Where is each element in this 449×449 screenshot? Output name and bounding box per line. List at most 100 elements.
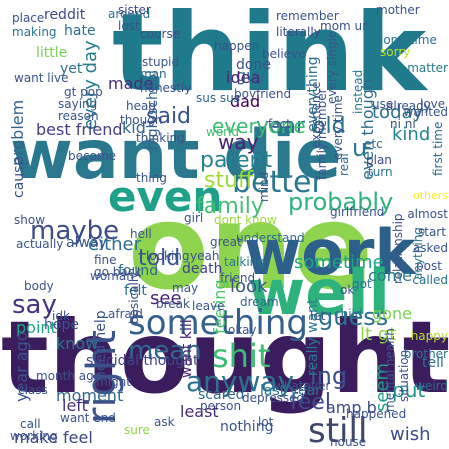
word-reddit: reddit xyxy=(44,7,86,23)
word-found: found xyxy=(118,263,159,279)
word-fact: fact xyxy=(268,117,291,131)
word-afraid: afraid xyxy=(108,307,143,321)
word-weird: weird xyxy=(415,379,448,393)
word-body: body xyxy=(24,279,54,293)
word-sorry: sorry xyxy=(380,45,411,59)
word-better: better xyxy=(232,165,324,200)
word-wanted: wanted xyxy=(403,105,448,119)
word-working: working xyxy=(10,429,58,443)
word-fine: fine xyxy=(94,253,117,267)
word-see: see xyxy=(150,288,182,309)
word-whatever: whatever xyxy=(274,379,331,393)
word-tell: tell xyxy=(422,355,444,371)
word-plan: plan xyxy=(366,153,392,167)
word-family-member: family member xyxy=(315,88,329,180)
word-kid: kid xyxy=(122,118,146,137)
word-dream: dream xyxy=(240,295,279,309)
word-turn: turn xyxy=(368,165,393,179)
word-matter: matter xyxy=(407,61,448,75)
word-mean: mean xyxy=(128,336,202,366)
word-nothing: nothing xyxy=(220,419,274,435)
word-yeah: yeah xyxy=(190,249,220,263)
word-month-ago: month ago xyxy=(36,369,102,383)
word-maybe: maybe xyxy=(30,216,120,246)
word-guess: guess xyxy=(318,303,389,331)
word-one: one xyxy=(128,178,374,316)
word-man: man xyxy=(140,67,167,81)
word-hell: hell xyxy=(130,227,152,241)
word-already: already xyxy=(386,99,431,113)
word-use: use xyxy=(372,97,394,111)
word-thought: thought xyxy=(1,299,449,416)
word-got: got xyxy=(352,277,372,291)
word-ask: ask xyxy=(154,415,175,429)
word-mental-health: mental health xyxy=(383,328,397,412)
word-wish: wish xyxy=(390,424,431,445)
word-though: though xyxy=(120,113,163,127)
word-might: might xyxy=(96,375,131,389)
word-boyfriend: boyfriend xyxy=(234,87,292,101)
word-around: around xyxy=(108,7,151,21)
word-think: think xyxy=(112,0,427,116)
word-amp-b: amp b xyxy=(326,398,377,417)
word-instead: instead xyxy=(351,69,365,114)
word-post: post xyxy=(416,259,442,273)
word-sister: sister xyxy=(118,3,151,17)
word-guy: guy xyxy=(236,66,266,85)
word-lot: lot xyxy=(258,415,274,429)
word-look: look xyxy=(230,276,268,297)
word-ok: ok xyxy=(340,283,355,297)
word-dad: dad xyxy=(230,92,261,111)
word-year-old: year old xyxy=(256,114,346,139)
word-mother: mother xyxy=(376,3,420,17)
word-almost: almost xyxy=(407,207,448,221)
word-want-end: want end xyxy=(60,411,116,425)
word-want-live: want live xyxy=(14,71,69,85)
word-death: death xyxy=(182,261,223,277)
word-point: point xyxy=(16,318,57,337)
word-want-kill: want kill xyxy=(179,319,195,378)
word-relationship: relationship xyxy=(391,213,405,284)
word-even: even xyxy=(108,172,223,221)
word-thing: thing xyxy=(136,171,167,185)
word-depressed: depressed xyxy=(242,391,305,405)
word-either: either xyxy=(88,234,142,255)
word-become: become xyxy=(68,149,117,163)
word-literally: literally xyxy=(276,25,321,39)
word-believe: believe xyxy=(262,47,306,61)
word-alway: alway xyxy=(66,235,107,251)
word-situation: situation xyxy=(397,349,411,402)
word-long-time: long time xyxy=(380,33,437,47)
word-actually: actually xyxy=(16,237,64,251)
word-least: least xyxy=(180,402,219,421)
word-head: head xyxy=(126,99,156,113)
word-know: know xyxy=(56,334,99,353)
word-left: left xyxy=(62,396,88,415)
word-idk: idk xyxy=(52,309,70,323)
word-stuff: stuff xyxy=(204,168,254,193)
word-show: show xyxy=(14,213,46,227)
word-scared: scared xyxy=(198,387,245,403)
word-friend: friend xyxy=(220,271,256,285)
word-happened: happened xyxy=(346,407,407,421)
word-talking: talking xyxy=(224,255,265,269)
word-parent: parent xyxy=(200,148,273,173)
word-sus-sus: sus sus xyxy=(196,91,241,105)
word-leave: leave xyxy=(192,299,225,313)
word-put: put xyxy=(392,378,426,402)
word-something: something xyxy=(128,303,309,343)
word-understand: understand xyxy=(236,231,305,245)
word-may: may xyxy=(172,281,199,295)
word-kind: kind xyxy=(392,124,431,145)
word-woman: woman xyxy=(90,269,134,283)
word-class: class xyxy=(18,383,48,397)
word-honestly: honestly xyxy=(140,81,192,95)
word-sometime: sometime xyxy=(294,252,384,273)
word-house: house xyxy=(330,435,367,449)
word-brother: brother xyxy=(403,347,448,361)
word-lt-gt: lt gt xyxy=(360,324,397,345)
word-gt-pop: gt pop xyxy=(64,85,103,99)
word-come: come xyxy=(368,266,413,285)
word-happy: happy xyxy=(410,329,448,343)
